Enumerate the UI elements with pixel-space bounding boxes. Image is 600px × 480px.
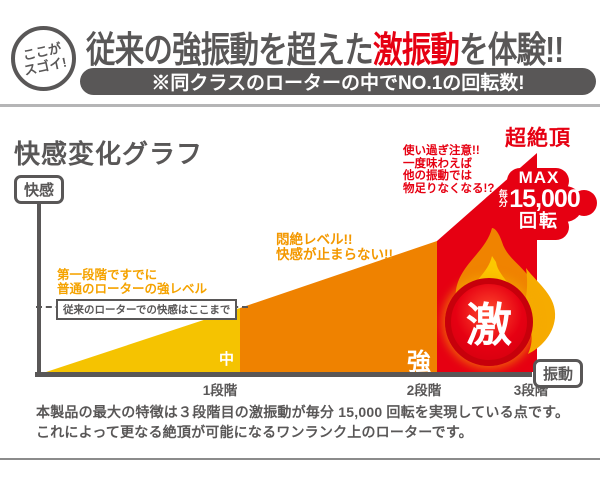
- zone-label-mid: 中: [218, 351, 234, 368]
- max-badge-blob: [483, 194, 507, 218]
- x-axis-label: 振動: [543, 366, 574, 383]
- footer-line1: 本製品の最大の特徴は３段階目の激振動が毎分 15,000 回転を実現している点で…: [36, 404, 570, 420]
- subbanner-text: ※同クラスのローターの中でNO.1の回転数!: [151, 73, 525, 94]
- reference-label-box: 従来のローターでの快感はここまで: [56, 299, 238, 320]
- y-axis-line: [37, 199, 41, 375]
- stage-label-2: 2段階: [406, 383, 442, 398]
- annotation-stage2-line2: 快感が止まらない!!: [276, 247, 393, 262]
- annotation-stage1: 第一段階ですでに 普通のローターの強レベル: [57, 268, 207, 296]
- footer-line2: これによって更なる絶頂が可能になるワンランク上のローターです。: [36, 424, 473, 440]
- x-axis-label-box: 振動: [533, 359, 584, 388]
- header-divider: [0, 104, 600, 107]
- subbanner-pill: ※同クラスのローターの中でNO.1の回転数!: [80, 68, 596, 95]
- footer-divider: [0, 458, 600, 460]
- headline: 従来の強振動を超えた激振動を体験!!: [86, 21, 564, 73]
- max-badge-blob: [509, 214, 569, 240]
- headline-post: を体験!!: [459, 29, 564, 70]
- zone-mid-area: [46, 308, 240, 372]
- callout-badge: ここが スゴイ!: [11, 26, 76, 91]
- extreme-zone-badge: 激: [445, 278, 533, 366]
- climax-label: 超絶頂: [505, 127, 571, 150]
- max-rotation-badge: MAX 毎分 15,000 回転: [483, 168, 597, 242]
- max-per-minute-label: 毎分: [498, 189, 508, 208]
- zone-label-strong: 強: [407, 349, 431, 376]
- annotation-stage2: 悶絶レベル!! 快感が止まらない!!: [276, 232, 393, 262]
- annotation-stage2-line1: 悶絶レベル!!: [276, 232, 353, 247]
- annotation-stage3: 使い過ぎ注意!! 一度味わえば 他の振動では 物足りなくなる!?: [403, 145, 494, 195]
- max-value: 15,000: [509, 185, 580, 213]
- max-badge-text: MAX 毎分 15,000 回転: [483, 168, 595, 232]
- max-badge-blob: [571, 190, 597, 216]
- headline-highlight: 激振動: [373, 29, 460, 70]
- stage-label-1: 1段階: [202, 383, 238, 398]
- annotation-stage3-line3: 他の振動では: [403, 170, 472, 182]
- headline-pre: 従来の強振動を超えた: [86, 29, 374, 70]
- annotation-stage1-line2: 普通のローターの強レベル: [57, 282, 208, 296]
- annotation-stage3-line2: 一度味わえば: [403, 157, 472, 170]
- max-unit: 回転: [519, 211, 559, 231]
- annotation-stage1-line1: 第一段階ですでに: [57, 268, 158, 282]
- x-axis-line: [35, 372, 532, 377]
- max-label: MAX: [518, 168, 560, 187]
- y-axis-label-box: 快感: [14, 175, 65, 204]
- y-axis-label: 快感: [24, 182, 55, 199]
- graph-title: 快感変化グラフ: [14, 139, 204, 169]
- annotation-stage3-line1: 使い過ぎ注意!!: [403, 145, 480, 157]
- annotation-stage3-line4: 物足りなくなる!?: [403, 182, 495, 195]
- extreme-zone-label: 激: [466, 299, 512, 351]
- callout-badge-text: ここが スゴイ!: [19, 39, 68, 78]
- zone-strong-area: [240, 241, 437, 372]
